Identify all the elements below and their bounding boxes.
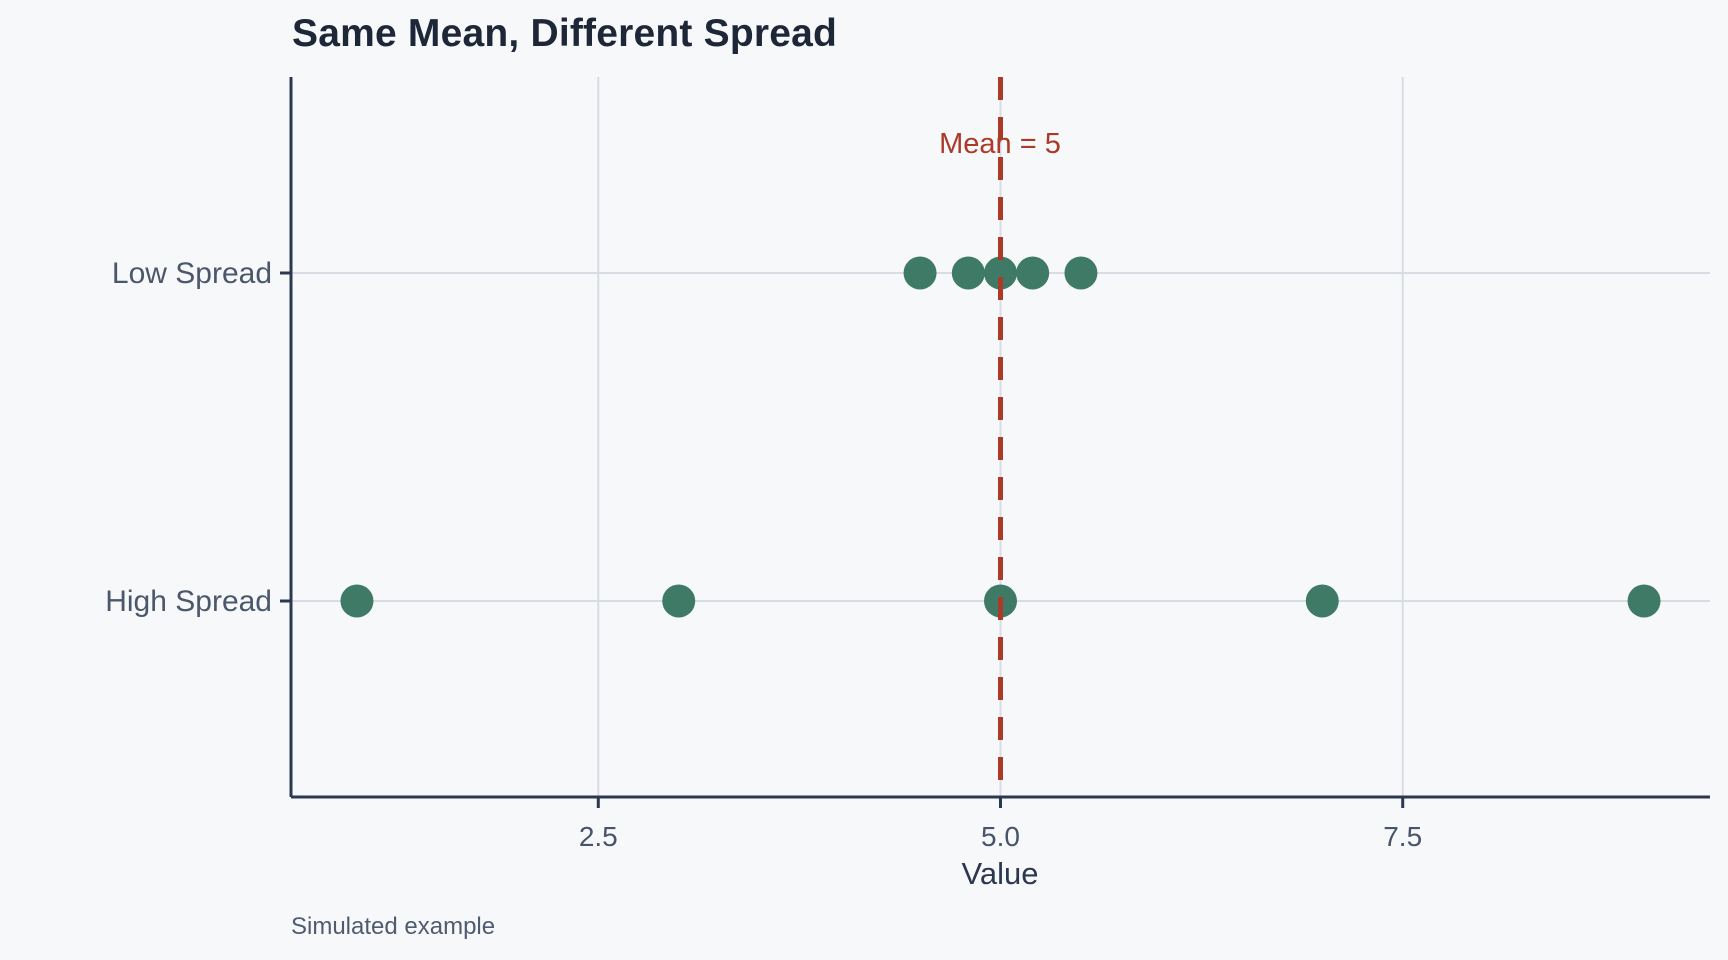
mean-annotation: Mean = 5 (939, 128, 1061, 160)
data-point (903, 256, 937, 290)
data-point (984, 256, 1017, 290)
data-point (340, 584, 374, 618)
caption: Simulated example (291, 913, 496, 940)
data-point (1305, 584, 1339, 618)
chart-title: Same Mean, Different Spread (292, 12, 838, 55)
x-tick-label: 5.0 (981, 821, 1020, 852)
y-category-label: High Spread (105, 585, 272, 618)
y-category-label: Low Spread (112, 257, 272, 290)
data-point (1016, 256, 1050, 290)
x-axis-label: Value (961, 856, 1039, 891)
data-point (951, 256, 985, 290)
x-tick-label: 7.5 (1383, 821, 1422, 852)
x-tick-label: 2.5 (579, 821, 618, 852)
data-point (662, 584, 696, 618)
data-point (1064, 256, 1098, 290)
data-point (1627, 584, 1661, 618)
